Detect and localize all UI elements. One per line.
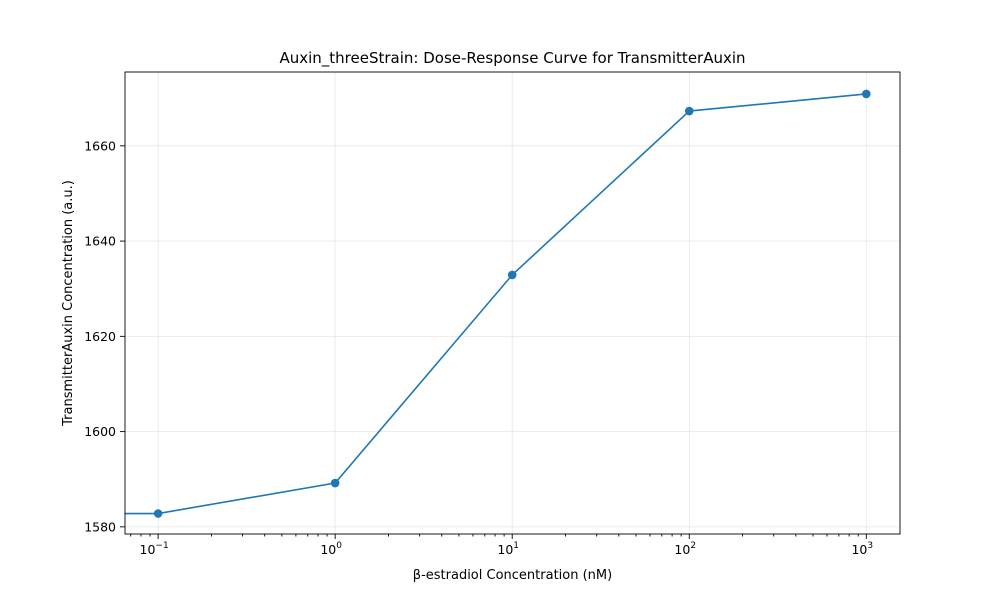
- chart-title: Auxin_threeStrain: Dose-Response Curve f…: [279, 49, 745, 68]
- x-tick-label: 103: [851, 541, 873, 557]
- data-point: [330, 478, 340, 488]
- data-point: [684, 106, 694, 116]
- grid-lines: [125, 72, 900, 534]
- y-axis-label: TransmitterAuxin Concentration (a.u.): [61, 180, 76, 427]
- x-tick-label: 100: [320, 541, 342, 557]
- data-point: [507, 270, 517, 280]
- y-tick-label: 1640: [84, 234, 116, 249]
- y-tick-label: 1620: [84, 329, 116, 344]
- y-tick-label: 1660: [84, 138, 116, 153]
- plot-frame: [124, 71, 901, 535]
- x-axis-label: β-estradiol Concentration (nM): [413, 568, 612, 583]
- series-line: [125, 93, 867, 515]
- x-tick-label: 102: [674, 541, 696, 557]
- x-tick-label: 101: [497, 541, 519, 557]
- x-tick-label: 10−1: [140, 541, 169, 557]
- axis-ticks: 10−1 100 101 102 103 1580 1600 1620 1640 1660: [84, 138, 873, 557]
- y-tick-label: 1580: [84, 519, 116, 534]
- data-point: [862, 89, 871, 99]
- data-point: [153, 509, 163, 518]
- y-tick-label: 1600: [84, 424, 116, 439]
- data-series: [125, 89, 871, 518]
